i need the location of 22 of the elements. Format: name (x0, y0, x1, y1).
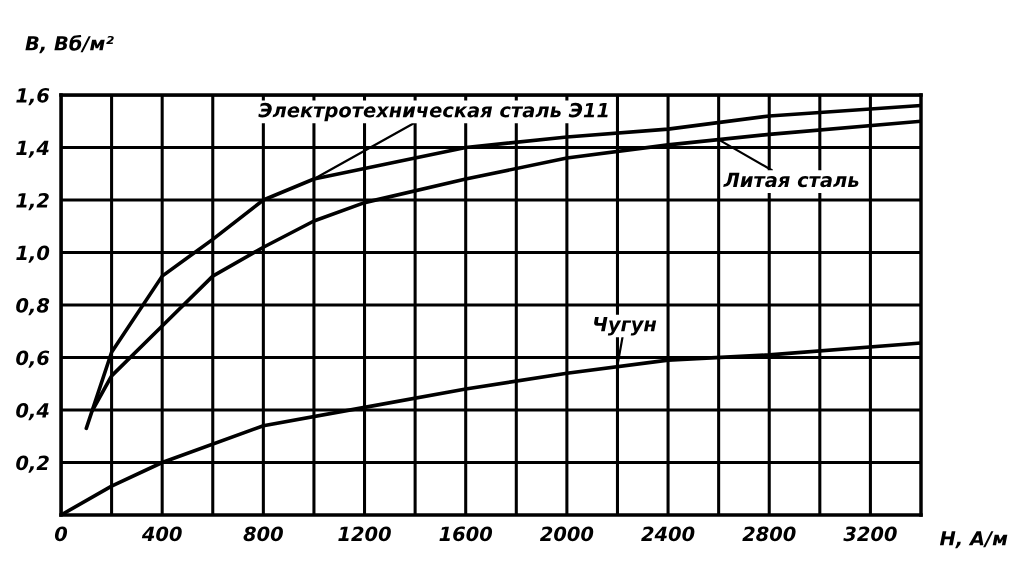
y-tick-label: 1,0 (16, 245, 50, 263)
x-tick-label: 2000 (539, 526, 594, 542)
annotation: Электротехническая сталь Э11 (258, 102, 608, 122)
x-axis-title: H, А/м (939, 531, 1008, 549)
annotation: Литая сталь (723, 172, 859, 188)
x-tick-label: 0 (54, 526, 68, 542)
x-tick-label: 2800 (742, 526, 796, 542)
x-tick-label: 2400 (641, 526, 695, 542)
y-tick-label: 0,8 (16, 297, 50, 316)
x-tick-label: 400 (141, 526, 182, 542)
y-tick-label: 0,4 (16, 402, 49, 421)
y-axis-title: B, Вб/м² (25, 34, 114, 54)
y-tick-label: 0,6 (16, 350, 50, 368)
y-tick-label: 1,4 (16, 140, 49, 158)
x-tick-label: 1200 (338, 526, 391, 542)
x-tick-label: 1600 (439, 526, 493, 542)
y-tick-label: 1,2 (16, 192, 49, 211)
annotation: Чугун (594, 317, 657, 336)
y-tick-label: 0,2 (16, 455, 49, 473)
x-tick-label: 3200 (843, 526, 897, 542)
y-tick-label: 1,6 (16, 87, 50, 106)
x-tick-label: 800 (243, 526, 283, 542)
